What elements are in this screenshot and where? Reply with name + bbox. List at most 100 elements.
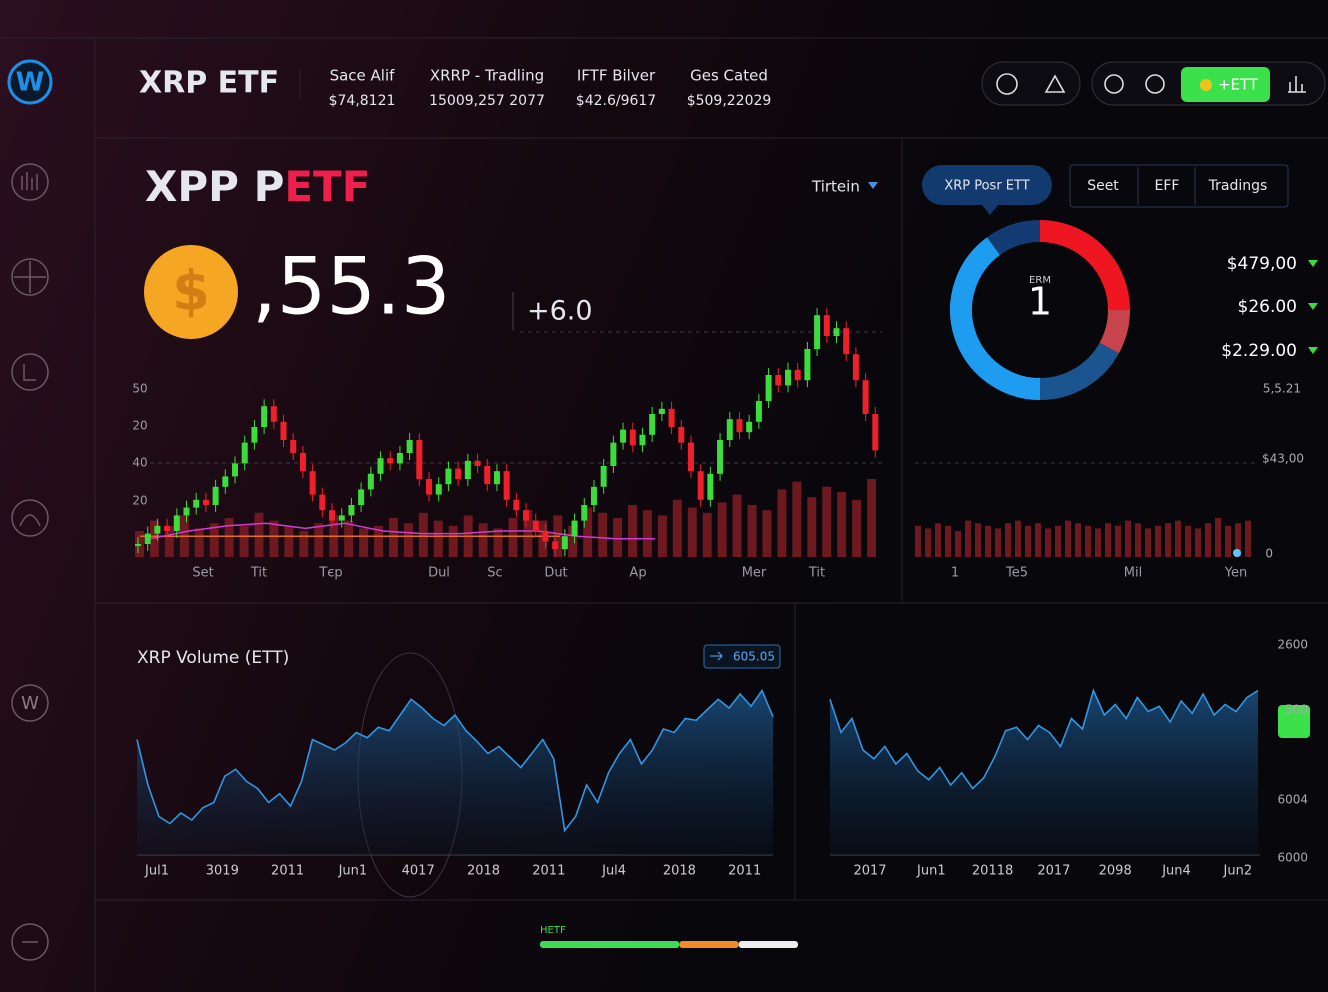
y-tick-label: 500 bbox=[1285, 703, 1308, 717]
x-tick-label: 1 bbox=[951, 566, 959, 581]
candle bbox=[794, 369, 801, 381]
volume-bar bbox=[433, 520, 443, 557]
y-tick-label: 20 bbox=[132, 494, 147, 508]
x-tick-label: 2017 bbox=[1037, 864, 1070, 879]
volume-bar bbox=[807, 497, 817, 557]
marker-dot bbox=[1233, 549, 1241, 557]
volume-bar bbox=[1085, 525, 1091, 557]
header-title: XRP ETF bbox=[139, 66, 279, 101]
icon-button[interactable] bbox=[1145, 74, 1165, 94]
volume-bar bbox=[935, 523, 941, 557]
progress-segment bbox=[540, 941, 680, 948]
volume-badge[interactable] bbox=[703, 644, 781, 669]
donut-segment bbox=[950, 237, 1041, 400]
candle bbox=[435, 484, 442, 495]
x-tick-label: Sc bbox=[487, 566, 502, 581]
candle bbox=[707, 473, 714, 500]
volume-bar bbox=[1135, 523, 1141, 557]
volume-bar bbox=[965, 520, 971, 557]
x-tick-label: 2017 bbox=[853, 864, 886, 879]
candle bbox=[746, 421, 753, 433]
price-item: $2.29.00 bbox=[1221, 341, 1297, 361]
volume-bar bbox=[717, 502, 727, 557]
axis-label: $43,00 bbox=[1262, 452, 1304, 466]
candle bbox=[872, 414, 879, 451]
volume-bar bbox=[583, 507, 593, 557]
x-tick-label: Dut bbox=[544, 566, 567, 581]
x-tick-label: Jun1 bbox=[338, 864, 368, 879]
coin bbox=[144, 245, 238, 339]
volume-bar bbox=[628, 505, 637, 557]
dropdown[interactable]: Tirtein bbox=[811, 178, 860, 196]
y-tick-label: 6000 bbox=[1277, 851, 1308, 865]
volume-bar bbox=[955, 531, 961, 557]
candle bbox=[552, 541, 559, 550]
volume-bar bbox=[732, 494, 742, 557]
x-tick-label: Tit bbox=[250, 566, 267, 581]
badge-arrow bbox=[710, 651, 723, 661]
x-tick-label: Jun2 bbox=[1223, 864, 1253, 879]
volume-bar bbox=[224, 518, 234, 557]
tab-badge[interactable] bbox=[922, 165, 1052, 205]
volume-bar bbox=[822, 486, 832, 557]
dropdown-arrow[interactable] bbox=[868, 182, 878, 189]
candle bbox=[261, 406, 268, 427]
volume-bar bbox=[975, 523, 981, 557]
volume-title: XRP Volume (ETT) bbox=[137, 648, 289, 668]
candle bbox=[474, 460, 481, 466]
volume-bar bbox=[344, 520, 354, 557]
etf-button[interactable] bbox=[1181, 67, 1270, 102]
volume-bar bbox=[1035, 523, 1041, 557]
y-tick-label: 40 bbox=[132, 456, 147, 470]
trend-arrow bbox=[1308, 303, 1318, 310]
volume-bar bbox=[598, 512, 608, 557]
volume-bar bbox=[194, 528, 204, 557]
donut-segment bbox=[1039, 342, 1119, 400]
stat-label: XRRP - Tradling bbox=[430, 67, 544, 85]
candle bbox=[649, 414, 656, 435]
stat-label: Sace Alif bbox=[330, 67, 396, 85]
candle bbox=[561, 536, 568, 550]
volume-bar bbox=[1155, 525, 1161, 557]
volume-bar bbox=[1215, 518, 1221, 557]
candle bbox=[416, 440, 423, 479]
x-tick-label: 2011 bbox=[728, 864, 761, 879]
volume-bar bbox=[1205, 523, 1211, 557]
volume-bar bbox=[1025, 525, 1031, 557]
candle bbox=[348, 505, 355, 516]
volume-bar bbox=[1195, 528, 1201, 557]
x-tick-label: 4017 bbox=[402, 864, 435, 879]
donut-label: ERM bbox=[1029, 275, 1051, 286]
icon-button[interactable] bbox=[1044, 74, 1066, 93]
icon-button[interactable] bbox=[1104, 74, 1124, 94]
price-tag bbox=[1278, 705, 1310, 738]
volume-bar bbox=[403, 523, 413, 557]
candle bbox=[232, 463, 239, 477]
candle bbox=[280, 421, 287, 440]
y-tick-label: 20 bbox=[132, 419, 147, 433]
x-tick-label: 2011 bbox=[271, 864, 304, 879]
y-tick-label: 50 bbox=[132, 382, 147, 396]
volume-bar bbox=[1045, 528, 1051, 557]
candle bbox=[503, 471, 510, 500]
icon-button[interactable] bbox=[996, 73, 1018, 95]
volume-bar bbox=[702, 512, 712, 557]
volume-bar bbox=[777, 489, 787, 557]
candle bbox=[610, 442, 617, 466]
logo-ring bbox=[7, 59, 53, 105]
panel-borders bbox=[0, 37, 1328, 992]
candle bbox=[319, 494, 326, 511]
volume-bar bbox=[792, 481, 802, 557]
candle bbox=[290, 440, 297, 453]
volume-bar bbox=[254, 512, 264, 557]
icon-button[interactable] bbox=[1288, 76, 1306, 93]
candle bbox=[144, 533, 151, 544]
candle bbox=[329, 510, 336, 521]
candle bbox=[396, 453, 403, 464]
stat-value: $74,8121 bbox=[329, 93, 396, 109]
x-tick-label: Te5 bbox=[1005, 566, 1028, 581]
volume-bar bbox=[418, 512, 428, 557]
